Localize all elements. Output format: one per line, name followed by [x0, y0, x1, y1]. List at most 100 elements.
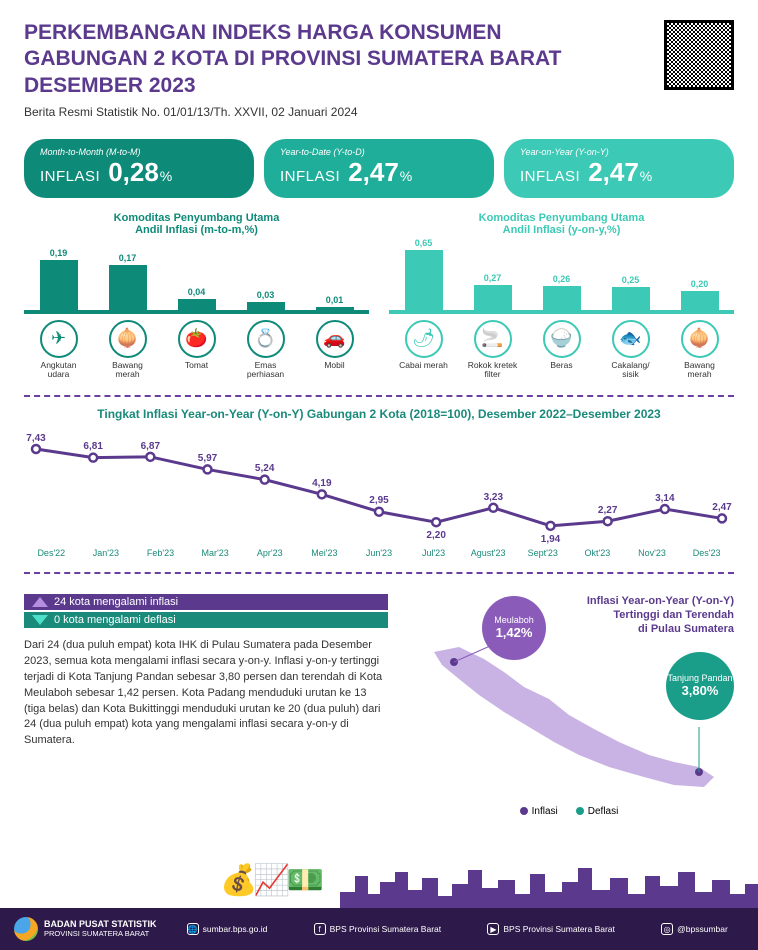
subtitle: Berita Resmi Statistik No. 01/01/13/Th. …	[24, 105, 734, 119]
bars-container: 0,65 0,27 0,26 0,25 0,20	[389, 244, 734, 314]
commodity-icon: ✈	[40, 320, 78, 358]
bar	[40, 260, 78, 310]
pill-label: INFLASI	[40, 168, 100, 185]
header: PERKEMBANGAN INDEKS HARGA KONSUMEN GABUN…	[0, 0, 758, 129]
x-axis-label: Des'22	[24, 548, 79, 558]
commodity-icon: 🌶	[405, 320, 443, 358]
bar-value: 0,03	[257, 290, 275, 300]
footer-link[interactable]: 🌐 sumbar.bps.go.id	[187, 923, 268, 935]
bar	[247, 302, 285, 310]
commodity-icon: 🐟	[612, 320, 650, 358]
commodity-item: 🚗 Mobil	[308, 320, 362, 381]
x-axis-label: Nov'23	[625, 548, 680, 558]
commodity-charts-row: Komoditas Penyumbang UtamaAndil Inflasi …	[0, 208, 758, 381]
bar-value: 0,01	[326, 295, 344, 305]
line-point-label: 5,24	[255, 463, 274, 474]
line-point-label: 2,95	[369, 495, 388, 506]
inflation-pill: Year-on-Year (Y-on-Y) INFLASI 2,47%	[504, 139, 734, 198]
title-line-1: PERKEMBANGAN INDEKS HARGA KONSUMEN	[24, 21, 502, 44]
bar-value: 0,04	[188, 287, 206, 297]
commodity-icon: 🍅	[178, 320, 216, 358]
mtm-commodity-chart: Komoditas Penyumbang UtamaAndil Inflasi …	[24, 212, 369, 381]
bar-column: 0,26	[535, 274, 589, 310]
line-point-label: 2,47	[712, 502, 731, 513]
bar-column: 0,17	[101, 253, 155, 310]
footer-link[interactable]: ▶BPS Provinsi Sumatera Barat	[487, 923, 615, 935]
commodity-icon: 🧅	[109, 320, 147, 358]
line-point-label: 3,23	[484, 492, 503, 503]
x-axis-label: Okt'23	[570, 548, 625, 558]
skyline-decoration	[340, 864, 758, 908]
commodity-item: ✈ Angkutan udara	[32, 320, 86, 381]
line-point-label: 6,87	[141, 441, 160, 452]
line-point-label: 6,81	[83, 441, 102, 452]
map-legend: Inflasi Deflasi	[404, 806, 734, 817]
bar	[681, 291, 719, 309]
commodity-icon: 🚬	[474, 320, 512, 358]
social-icon: ◎	[661, 923, 673, 935]
bar	[316, 307, 354, 310]
bar-value: 0,65	[415, 238, 433, 248]
footer-link-text: BPS Provinsi Sumatera Barat	[330, 924, 442, 934]
footer-link-text: sumbar.bps.go.id	[203, 924, 268, 934]
bar-column: 0,19	[32, 248, 86, 310]
triangle-up-icon	[32, 597, 48, 607]
bubble-high-value: 3,80%	[682, 684, 719, 698]
pill-period: Month-to-Month (M-to-M)	[40, 147, 238, 157]
x-axis-label: Mei'23	[297, 548, 352, 558]
bar-column: 0,03	[239, 290, 293, 310]
bar-column: 0,27	[466, 273, 520, 310]
social-icon: 🌐	[187, 923, 199, 935]
line-point-label: 1,94	[541, 534, 560, 545]
map-title-l1: Inflasi Year-on-Year (Y-on-Y)	[587, 595, 734, 607]
commodity-label: Beras	[550, 361, 572, 381]
pill-value: 2,47%	[588, 157, 652, 188]
line-point-label: 2,20	[426, 530, 445, 541]
line-chart-container: 7,436,816,875,975,244,192,952,203,231,94…	[0, 421, 758, 558]
icons-row: ✈ Angkutan udara 🧅 Bawang merah 🍅 Tomat …	[24, 320, 369, 381]
bubble-highest: Tanjung Pandan 3,80%	[666, 652, 734, 720]
yoy-commodity-chart: Komoditas Penyumbang UtamaAndil Inflasi …	[389, 212, 734, 381]
line-chart-svg	[24, 429, 734, 544]
bar-column: 0,01	[308, 295, 362, 310]
bar-column: 0,20	[673, 279, 727, 309]
pill-period: Year-to-Date (Y-to-D)	[280, 147, 478, 157]
bar	[474, 285, 512, 310]
commodity-label: Tomat	[185, 361, 208, 381]
legend-inflasi-text: 24 kota mengalami inflasi	[54, 596, 178, 608]
line-point-label: 3,14	[655, 493, 674, 504]
x-axis-label: Jan'23	[79, 548, 134, 558]
bar-column: 0,25	[604, 275, 658, 310]
qr-code	[664, 20, 734, 90]
bar	[109, 265, 147, 310]
summary-text-column: 24 kota mengalami inflasi 0 kota mengala…	[24, 594, 388, 817]
footer-link[interactable]: f BPS Provinsi Sumatera Barat	[314, 923, 442, 935]
inflation-pill: Month-to-Month (M-to-M) INFLASI 0,28%	[24, 139, 254, 198]
bar	[612, 287, 650, 310]
commodity-label: Emas perhiasan	[239, 361, 293, 381]
yoy-line-chart: 7,436,816,875,975,244,192,952,203,231,94…	[24, 429, 734, 544]
title-line-3: DESEMBER 2023	[24, 74, 196, 97]
dot-icon	[576, 807, 584, 815]
x-axis-label: Des'23	[679, 548, 734, 558]
divider	[24, 395, 734, 397]
map-title-l2: Tertinggi dan Terendah	[613, 609, 734, 621]
footer-link[interactable]: ◎ @bpssumbar	[661, 923, 728, 935]
commodity-item: 🧅 Bawang merah	[673, 320, 727, 381]
social-icon: f	[314, 923, 326, 935]
commodity-label: Cabai merah	[399, 361, 448, 381]
footer-logo: BADAN PUSAT STATISTIK PROVINSI SUMATERA …	[14, 917, 157, 941]
bar-value: 0,19	[50, 248, 68, 258]
line-chart-x-labels: Des'22Jan'23Feb'23Mar'23Apr'23Mei'23Jun'…	[24, 548, 734, 558]
x-axis-label: Feb'23	[133, 548, 188, 558]
x-axis-label: Mar'23	[188, 548, 243, 558]
footer-links: 🌐 sumbar.bps.go.id f BPS Provinsi Sumatera …	[171, 923, 745, 935]
footer-link-text: @bpssumbar	[677, 924, 728, 934]
line-chart-title: Tingkat Inflasi Year-on-Year (Y-on-Y) Ga…	[0, 407, 758, 421]
commodity-item: 🐟 Cakalang/ sisik	[604, 320, 658, 381]
bar-value: 0,26	[553, 274, 571, 284]
bar-value: 0,20	[691, 279, 709, 289]
footer-brand: BADAN PUSAT STATISTIK PROVINSI SUMATERA …	[44, 920, 157, 938]
commodity-icon: 🧅	[681, 320, 719, 358]
bar	[405, 250, 443, 310]
